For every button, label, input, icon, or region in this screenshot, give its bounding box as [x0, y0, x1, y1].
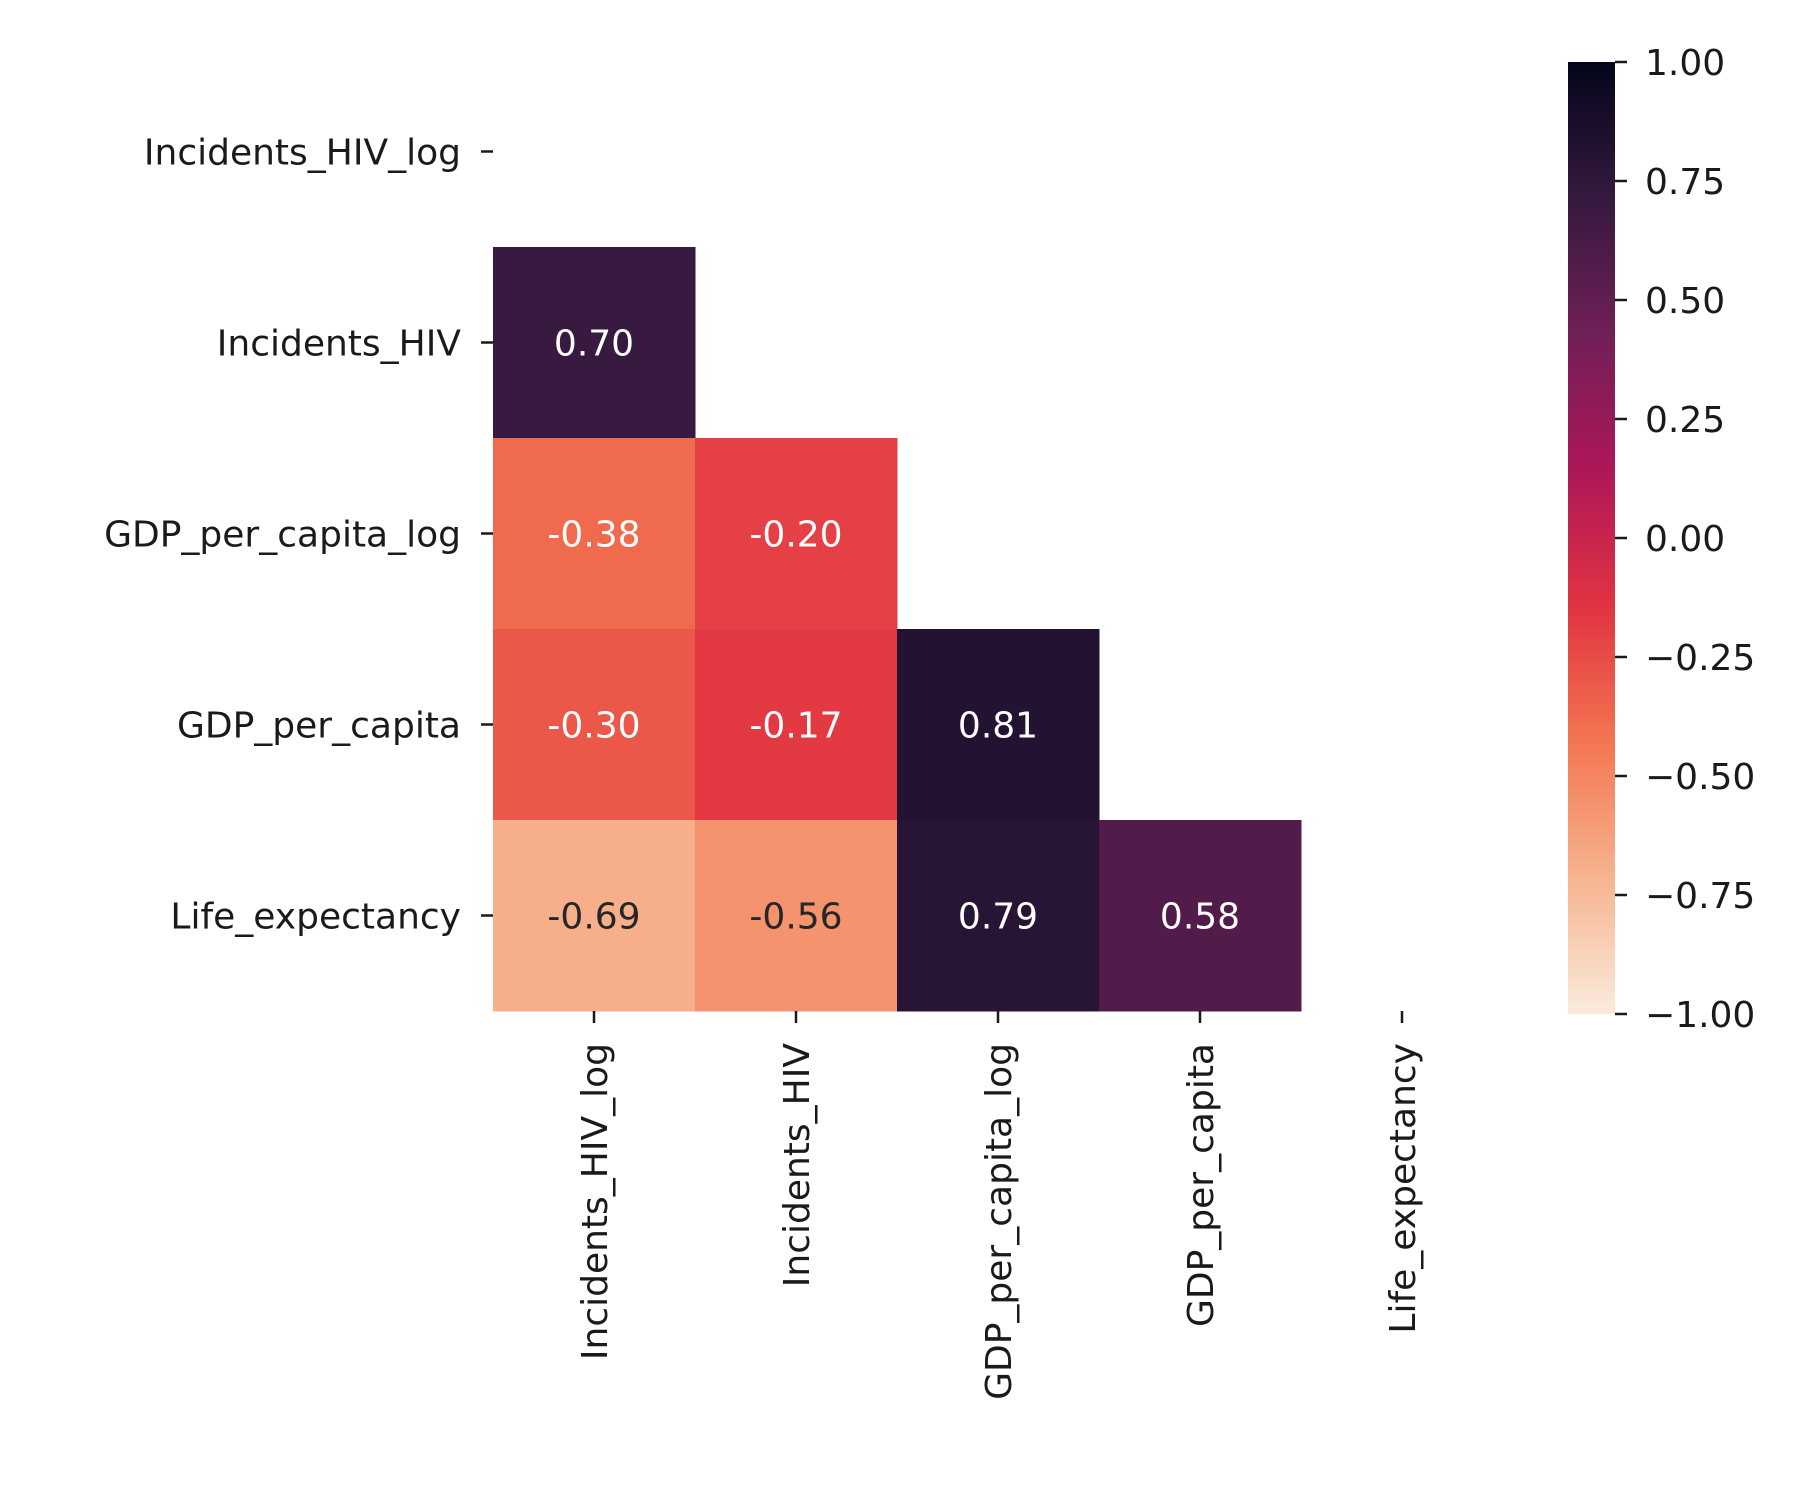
colorbar: 1.00 0.75 0.50 0.25 0.00 −0.25 −0.50 −0.75 −1.00 [1568, 43, 1755, 1036]
heatmap-cell-Life_expectancy-GDP_per_capita_log [897, 820, 1100, 1012]
heatmap-cells: 0.70 -0.38 -0.20 -0.30 -0.17 0.81 -0.69 -0.56 0.… [493, 247, 1302, 1012]
heatmap-cell-GDP_per_capita-Incidents_HIV_log [493, 629, 696, 821]
colorbar-tick-label: 0.00 [1645, 519, 1725, 560]
cell-value-label: -0.56 [749, 897, 842, 938]
cell-value-label: 0.81 [958, 706, 1038, 747]
x-tick-label-Incidents_HIV_log: Incidents_HIV_log [575, 1043, 616, 1360]
x-axis-tick-labels: Incidents_HIV_log Incidents_HIV GDP_per_ca… [575, 1011, 1424, 1400]
y-tick-label-Incidents_HIV: Incidents_HIV [217, 324, 462, 365]
colorbar-gradient [1568, 62, 1615, 1014]
colorbar-tick-label: −0.25 [1645, 638, 1755, 679]
colorbar-tick-label: 0.25 [1645, 400, 1725, 441]
y-tick-label-GDP_per_capita_log: GDP_per_capita_log [104, 515, 461, 556]
colorbar-tick-label: 0.50 [1645, 281, 1725, 322]
heatmap-cell-GDP_per_capita_log-Incidents_HIV_log [493, 438, 696, 630]
colorbar-tick-label: −1.00 [1645, 995, 1755, 1036]
cell-value-label: -0.69 [547, 897, 640, 938]
x-tick-label-GDP_per_capita: GDP_per_capita [1181, 1043, 1222, 1327]
cell-value-label: -0.20 [749, 515, 842, 556]
y-tick-label-Life_expectancy: Life_expectancy [170, 897, 461, 938]
x-tick-label-Life_expectancy: Life_expectancy [1383, 1043, 1424, 1334]
heatmap-cell-GDP_per_capita-GDP_per_capita_log [897, 629, 1100, 821]
heatmap-cell-GDP_per_capita_log-Incidents_HIV [695, 438, 898, 630]
heatmap-cell-GDP_per_capita-Incidents_HIV [695, 629, 898, 821]
y-tick-label-Incidents_HIV_log: Incidents_HIV_log [144, 133, 461, 174]
x-tick-label-Incidents_HIV: Incidents_HIV [777, 1043, 818, 1288]
heatmap-cell-Life_expectancy-Incidents_HIV_log [493, 820, 696, 1012]
cell-value-label: -0.30 [547, 706, 640, 747]
heatmap-cell-Incidents_HIV-Incidents_HIV_log [493, 247, 696, 439]
heatmap-cell-Life_expectancy-Incidents_HIV [695, 820, 898, 1012]
y-tick-label-GDP_per_capita: GDP_per_capita [177, 706, 461, 747]
cell-value-label: 0.79 [958, 897, 1038, 938]
colorbar-tick-label: 0.75 [1645, 162, 1725, 203]
x-tick-label-GDP_per_capita_log: GDP_per_capita_log [979, 1043, 1020, 1400]
cell-value-label: 0.58 [1160, 897, 1240, 938]
cell-value-label: 0.70 [554, 324, 634, 365]
heatmap-cell-Life_expectancy-GDP_per_capita [1099, 820, 1302, 1012]
cell-value-label: -0.17 [749, 706, 842, 747]
cell-value-label: -0.38 [547, 515, 640, 556]
y-axis-tick-labels: Incidents_HIV_log Incidents_HIV GDP_per_ca… [104, 133, 493, 938]
colorbar-tick-label: −0.75 [1645, 876, 1755, 917]
colorbar-tick-label: −0.50 [1645, 757, 1755, 798]
colorbar-tick-label: 1.00 [1645, 43, 1725, 84]
